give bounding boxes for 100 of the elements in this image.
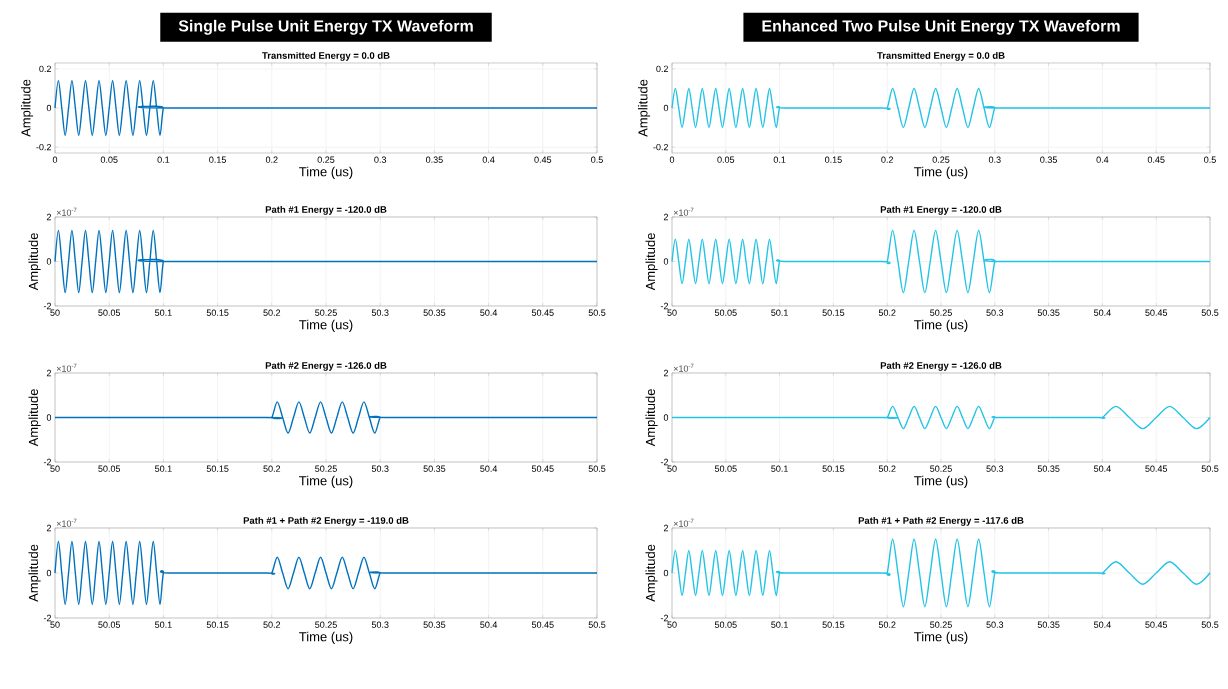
x-tick-label: 50 [667,309,677,316]
y-tick-label: 0.2 [656,65,669,73]
text: ×10$^{-7}$ [673,363,694,372]
x-tick-label: 50.1 [155,621,172,628]
x-tick-label: 50.25 [930,465,952,472]
chart-subtitle: Transmitted Energy = 0.0 dB [877,51,1005,61]
y-tick-label: -2 [660,458,669,466]
y-tick-label: 0 [46,414,52,421]
x-axis-title: Time (us) [299,475,353,488]
x-tick-label: 50.4 [1094,465,1111,472]
x-tick-label: 50.3 [371,621,389,628]
x-axis-title: Time (us) [914,475,968,488]
x-tick-label: 0.1 [157,156,170,163]
x-tick-label: 0.45 [534,156,552,163]
x-tick-label: 50.05 [98,621,121,628]
chart-title: Enhanced Two Pulse Unit Energy TX Waveform [762,19,1120,35]
x-tick-label: 50.25 [315,309,337,316]
x-tick-label: 0.05 [717,156,735,163]
y-axis-title: Amplitude [645,544,658,602]
x-tick-label: 50.2 [263,465,281,472]
x-tick-label: 50.45 [531,465,554,472]
x-tick-label: 0.35 [425,156,443,163]
text: ×10$^{-7}$ [673,518,694,527]
x-tick-label: 50.1 [155,465,172,472]
y-axis-title: Amplitude [20,79,34,137]
x-tick-label: 0.25 [317,156,335,163]
x-tick-label: 50.2 [878,309,896,316]
x-tick-label: 0.2 [265,156,278,163]
y-tick-label: 2 [663,369,669,377]
x-tick-label: 50.35 [1037,621,1060,628]
x-tick-label: 50.45 [531,621,554,628]
y-axis-title: Amplitude [645,389,658,447]
x-tick-label: 50.05 [714,621,737,628]
x-tick-label: 0.3 [374,156,387,163]
x-tick-label: 0.05 [100,156,118,163]
x-tick-label: 50.15 [206,465,229,472]
x-tick-label: 0.1 [773,156,786,163]
x-tick-label: 50.3 [371,465,389,472]
x-tick-label: 0.4 [482,156,495,163]
x-tick-label: 50.15 [822,465,845,472]
y-tick-label: -2 [43,614,52,622]
x-axis-title: Time (us) [299,166,353,179]
chart-title: Path #1 Energy = -120.0 dB [880,205,1002,215]
y-tick-label: 0 [46,258,52,265]
x-tick-label: 0 [52,156,58,163]
x-tick-label: 50.1 [155,309,172,316]
x-tick-label: 50.4 [1094,309,1111,316]
x-tick-label: 50 [50,465,60,472]
y-tick-label: 0 [46,104,52,112]
x-axis-title: Time (us) [914,319,968,332]
line-series [671,538,1211,608]
chart-title: Path #2 Energy = -126.0 dB [880,361,1002,371]
y-tick-label: 0 [663,104,669,112]
x-tick-label: 50.05 [98,465,121,472]
x-tick-label: 50.35 [423,465,446,472]
x-tick-label: 50.4 [480,465,498,472]
x-tick-label: 50.25 [315,621,337,628]
x-tick-label: 50.05 [714,465,737,472]
x-tick-label: 0 [669,156,675,163]
x-tick-label: 50.5 [588,465,606,472]
y-tick-label: 0 [663,569,669,577]
x-tick-label: 50.4 [1094,621,1111,628]
chart-title: Path #1 + Path #2 Energy = -117.6 dB [858,516,1024,526]
x-tick-label: 50.5 [588,621,606,628]
x-axis-title: Time (us) [299,631,353,644]
chart-title: Path #1 Energy = -120.0 dB [265,205,387,215]
y-tick-label: -0.2 [36,143,52,151]
x-tick-label: 50.1 [771,465,788,472]
x-axis-title: Time (us) [299,319,353,332]
x-tick-label: 0.35 [1040,156,1057,163]
x-tick-label: 50.5 [1201,621,1219,628]
x-tick-label: 50.3 [986,465,1004,472]
x-axis-title: Time (us) [914,631,968,644]
x-tick-label: 50.5 [1201,465,1219,472]
x-tick-label: 50.3 [371,309,389,316]
line-series [671,229,1211,294]
y-tick-label: -0.2 [653,143,669,151]
chart-subtitle: Transmitted Energy = 0.0 dB [262,51,390,61]
x-tick-label: 50.2 [878,465,896,472]
y-tick-label: 2 [46,524,52,532]
x-tick-label: 50.05 [714,309,737,316]
x-tick-label: 0.15 [209,156,226,163]
x-tick-label: 0.5 [591,156,603,163]
x-tick-label: 50.4 [480,309,498,316]
y-tick-label: 0.2 [39,65,52,73]
y-tick-label: 0 [663,258,669,265]
x-tick-label: 50.3 [986,621,1004,628]
chart-title: Path #2 Energy = -126.0 dB [265,361,387,371]
x-tick-label: 0.45 [1147,156,1165,163]
x-tick-label: 0.2 [881,156,894,163]
chart-title: Path #1 + Path #2 Energy = -119.0 dB [243,516,409,526]
x-tick-label: 50.25 [930,621,952,628]
x-tick-label: 50.4 [480,621,498,628]
y-tick-label: -2 [43,458,52,466]
x-tick-label: 50.1 [771,621,788,628]
x-tick-label: 50 [50,309,60,316]
line-series [54,540,598,606]
x-tick-label: 50.2 [263,309,281,316]
y-tick-label: 0 [663,414,669,421]
x-tick-label: 50.15 [822,309,845,316]
